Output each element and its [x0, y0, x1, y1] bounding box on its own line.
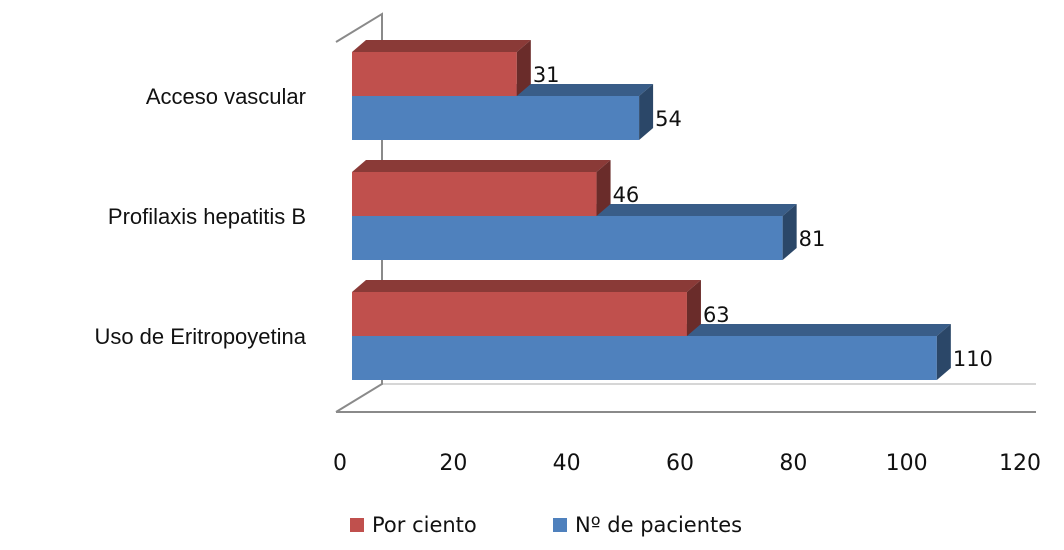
- bars-layer: 54 31 81 46 110 63: [352, 40, 993, 380]
- legend: Por ciento Nº de pacientes: [350, 513, 742, 537]
- bar-end-face: [516, 40, 531, 96]
- bar-front-face: [352, 336, 937, 380]
- bar-end-face: [782, 204, 797, 260]
- category-label: Acceso vascular: [146, 84, 306, 109]
- bar-end-face: [596, 160, 611, 216]
- bar-por-ciento-2: 46: [352, 160, 639, 216]
- category-label: Profilaxis hepatitis B: [108, 204, 306, 229]
- legend-item: Nº de pacientes: [553, 513, 742, 537]
- bar-top-face: [352, 40, 531, 52]
- data-label: 110: [953, 347, 993, 371]
- bar-front-face: [352, 172, 597, 216]
- bar-front-face: [352, 292, 687, 336]
- bar-pacientes-3: 110: [352, 324, 993, 380]
- bar-end-face: [936, 324, 951, 380]
- legend-swatch: [553, 518, 567, 532]
- legend-label: Nº de pacientes: [575, 513, 742, 537]
- bar-end-face: [686, 280, 701, 336]
- data-label: 31: [533, 63, 560, 87]
- category-labels: Acceso vascular Profilaxis hepatitis B Uso…: [94, 84, 306, 349]
- bar-por-ciento-3: 63: [352, 280, 730, 336]
- legend-swatch: [350, 518, 364, 532]
- category-label: Uso de Eritropoyetina: [94, 324, 306, 349]
- data-label: 63: [703, 303, 730, 327]
- legend-label: Por ciento: [372, 513, 477, 537]
- x-tick-labels: 0 20 40 60 80 100 120: [333, 451, 1041, 476]
- bar-front-face: [352, 96, 640, 140]
- bar-top-face: [352, 160, 611, 172]
- x-tick-label: 0: [333, 451, 347, 476]
- data-label: 46: [613, 183, 640, 207]
- bar-front-face: [352, 52, 517, 96]
- legend-item: Por ciento: [350, 513, 477, 537]
- bar-end-face: [639, 84, 654, 140]
- x-tick-label: 40: [553, 451, 581, 476]
- bar-por-ciento-1: 31: [352, 40, 560, 96]
- x-tick-label: 80: [779, 451, 807, 476]
- data-label: 54: [655, 107, 682, 131]
- x-tick-label: 20: [439, 451, 467, 476]
- bar-front-face: [352, 216, 783, 260]
- x-tick-label: 120: [999, 451, 1041, 476]
- data-label: 81: [799, 227, 826, 251]
- x-tick-label: 100: [886, 451, 928, 476]
- x-tick-label: 60: [666, 451, 694, 476]
- bar-top-face: [352, 280, 701, 292]
